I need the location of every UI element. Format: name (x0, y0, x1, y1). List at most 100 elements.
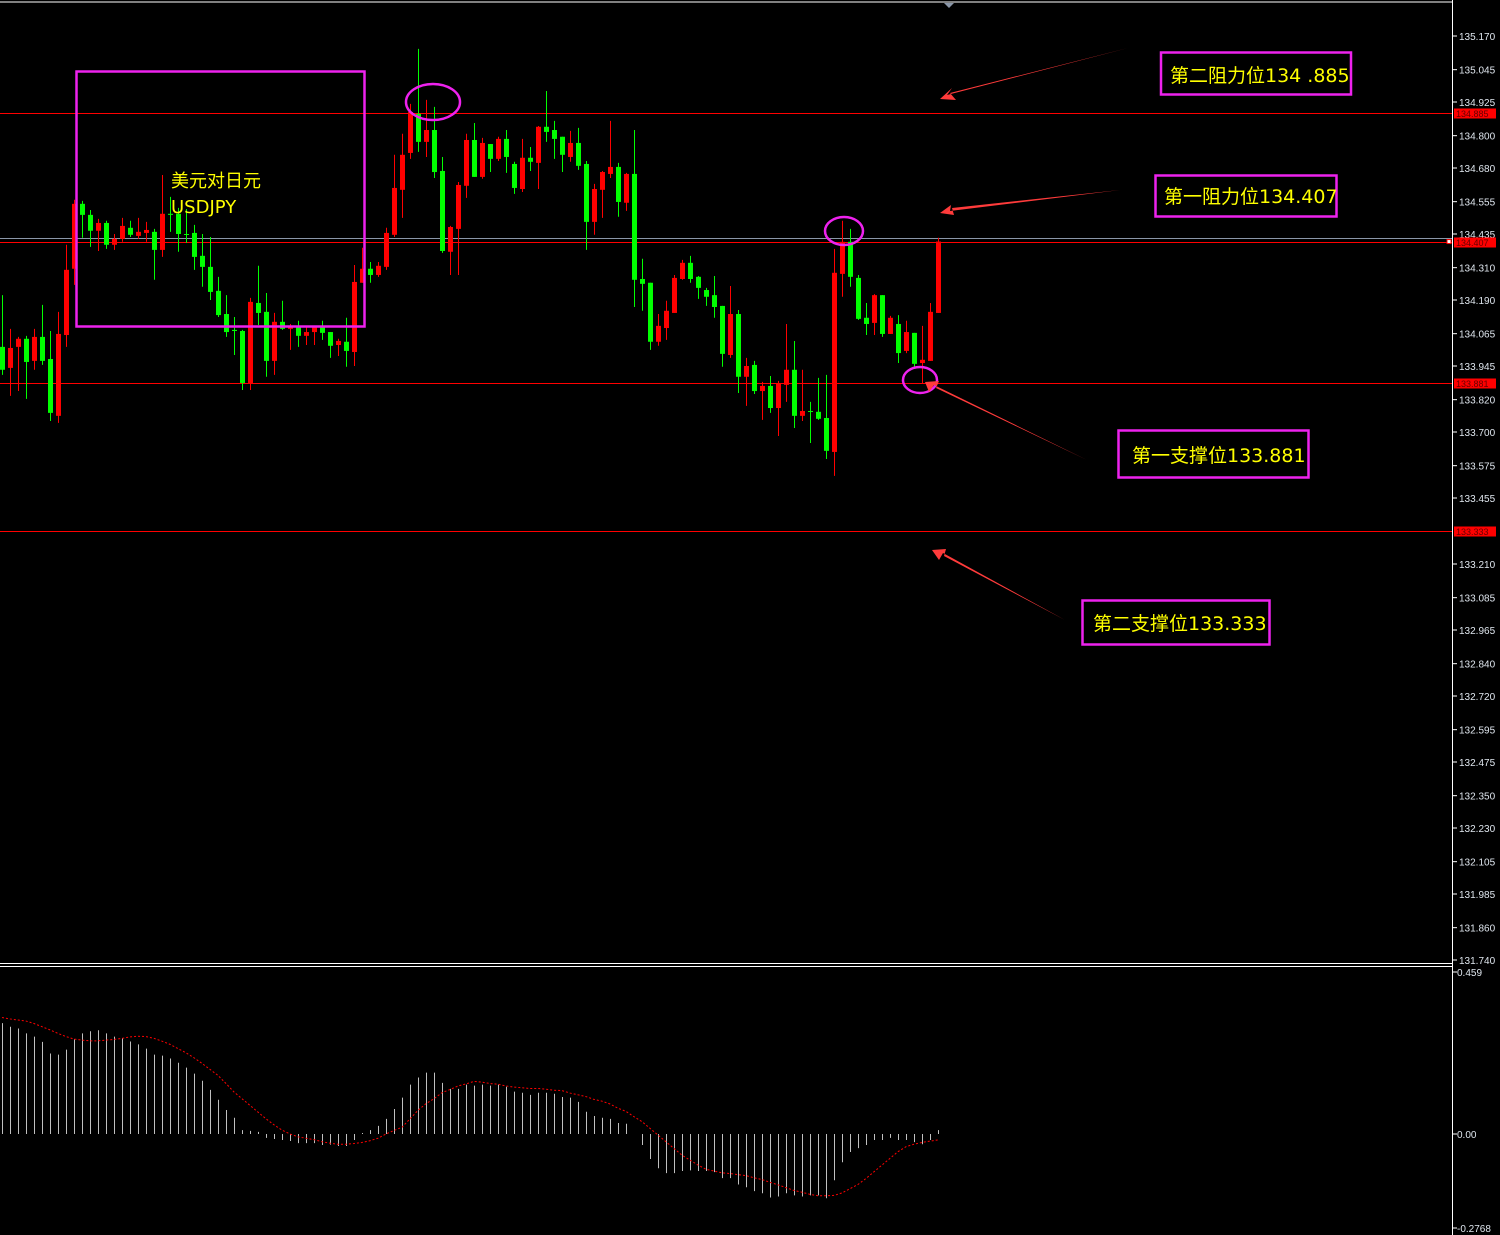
candle-body (400, 154, 405, 190)
candle-body (704, 290, 709, 297)
level-price-label: 133.333 (1456, 527, 1489, 537)
macd-axis[interactable]: 0.459 0.00 -0.2768 (1453, 968, 1491, 1235)
candle-body (768, 385, 773, 409)
candle-body (632, 173, 637, 280)
candle-body (928, 311, 933, 361)
candle-body (776, 382, 781, 409)
candle-body (920, 359, 925, 364)
macd-tick-label: -0.2768 (1457, 1224, 1491, 1235)
chart-shift-marker-icon[interactable] (944, 3, 954, 8)
price-tick-label: 134.555 (1459, 198, 1496, 209)
price-tick-label: 132.840 (1459, 660, 1496, 671)
candle-body (288, 326, 293, 329)
price-tick-label: 133.455 (1459, 494, 1496, 505)
price-axis[interactable]: 135.170 135.045 134.925 134.800 134.680 134.5… (1453, 32, 1496, 967)
candle-body (208, 266, 213, 292)
candle-body (336, 340, 341, 345)
price-tick-label: 134.310 (1459, 264, 1496, 275)
candle-body (856, 277, 861, 319)
candle-body (384, 232, 389, 267)
price-tick-label: 132.230 (1459, 824, 1496, 835)
price-tick-label: 135.170 (1459, 32, 1496, 43)
candle-body (216, 290, 221, 316)
macd-tick-label: 0.459 (1457, 968, 1482, 979)
candle-body (832, 272, 837, 452)
candle-body (64, 269, 69, 336)
candle-body (376, 265, 381, 275)
candle-body (448, 226, 453, 252)
candle-body (912, 332, 917, 364)
candle-body (816, 411, 821, 419)
candle-body (896, 323, 901, 354)
candle-body (304, 332, 309, 336)
candle-body (424, 130, 429, 142)
price-tick-label: 132.105 (1459, 858, 1496, 869)
candle-body (576, 142, 581, 166)
resistance-2-box (1159, 51, 1353, 96)
candle-body (536, 126, 541, 163)
candle-body (120, 225, 125, 239)
candle-body (512, 163, 517, 188)
support-1-box (1117, 429, 1310, 479)
level-price-badge (1454, 526, 1496, 537)
macd-tick-label: 0.00 (1457, 1130, 1477, 1141)
support-1-label: 第一支撑位133.881 (1132, 445, 1306, 467)
candle-body (408, 111, 413, 153)
symbol-label-en: USDJPY (171, 197, 237, 218)
candle-body (80, 203, 85, 215)
price-tick-label: 132.965 (1459, 626, 1496, 637)
candle-body (792, 369, 797, 416)
level-lines (0, 113, 1452, 532)
candle-body (608, 166, 613, 174)
symbol-highlight-box (75, 70, 366, 328)
candle-body (200, 255, 205, 267)
price-tick-label: 133.085 (1459, 594, 1496, 605)
price-tick-label: 131.860 (1459, 924, 1496, 935)
price-tick-label: 131.740 (1459, 956, 1496, 967)
candle-body (616, 166, 621, 202)
resistance-2-label: 第二阻力位134 .885 (1170, 65, 1350, 87)
current-price-marker (1446, 239, 1452, 245)
candle-body (520, 157, 525, 190)
price-tick-label: 132.720 (1459, 692, 1496, 703)
candle-body (760, 385, 765, 392)
price-tick-label: 133.820 (1459, 396, 1496, 407)
candle-body (264, 311, 269, 361)
price-tick-label: 134.800 (1459, 132, 1496, 143)
candle-body (104, 222, 109, 245)
level-price-label: 134.407 (1456, 238, 1489, 248)
candle-body (848, 241, 853, 277)
candle-body (728, 314, 733, 355)
candle-body (40, 336, 45, 361)
candle-body (112, 238, 117, 245)
candle-body (744, 366, 749, 377)
macd-indicator (1, 1017, 939, 1199)
candle-body (344, 341, 349, 351)
price-tick-label: 134.065 (1459, 330, 1496, 341)
price-tick-label: 133.945 (1459, 362, 1496, 373)
candle-body (392, 187, 397, 235)
candle-body (128, 227, 133, 235)
candle-body (824, 417, 829, 451)
candle-body (48, 358, 53, 413)
candle-body (472, 139, 477, 177)
price-tick-label: 133.575 (1459, 462, 1496, 473)
candle-body (936, 241, 941, 313)
candle-body (864, 317, 869, 324)
support-2-box (1081, 599, 1271, 646)
candle-body (464, 139, 469, 186)
candle-body (192, 232, 197, 257)
price-tick-label: 135.045 (1459, 66, 1496, 77)
candle-body (240, 330, 245, 383)
candle-body (32, 336, 37, 361)
candle-body (552, 130, 557, 139)
candles (0, 48, 941, 476)
candle-body (136, 231, 141, 236)
candle-body (232, 329, 237, 331)
candle-body (904, 332, 909, 351)
price-tick-label: 133.210 (1459, 560, 1496, 571)
symbol-label-cn: 美元对日元 (171, 171, 261, 192)
candle-body (440, 170, 445, 251)
candle-body (144, 229, 149, 233)
